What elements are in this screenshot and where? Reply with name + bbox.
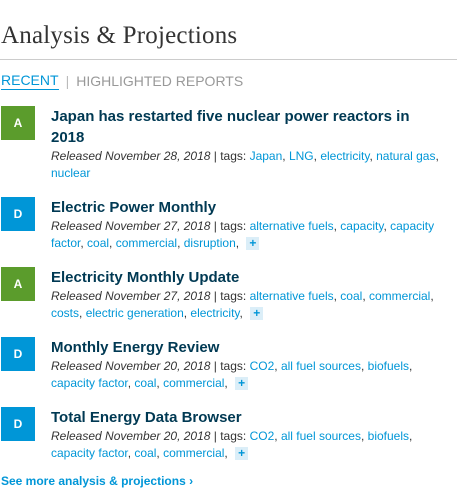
analysis-badge: A: [1, 267, 35, 301]
tag-link[interactable]: LNG: [288, 149, 314, 163]
tab-separator: |: [65, 73, 70, 89]
tag-link[interactable]: all fuel sources: [280, 429, 361, 443]
more-tags-button[interactable]: +: [246, 237, 260, 251]
report-meta: Released November 27, 2018 | tags: alter…: [51, 219, 435, 251]
report-title-link[interactable]: Total Energy Data Browser: [51, 409, 242, 426]
report-tabs: RECENT | HIGHLIGHTED REPORTS: [1, 72, 243, 90]
tag-link[interactable]: capacity factor: [51, 376, 128, 390]
more-tags-button[interactable]: +: [250, 307, 264, 321]
report-title-link[interactable]: Electricity Monthly Update: [51, 269, 240, 286]
release-date: Released November 27, 2018: [51, 289, 211, 303]
tag-link[interactable]: electricity: [320, 149, 370, 163]
more-tags-button[interactable]: +: [235, 447, 249, 461]
tag-link[interactable]: coal: [134, 446, 157, 460]
report-title-link[interactable]: Japan has restarted five nuclear power r…: [51, 108, 410, 146]
report-item-body: Total Energy Data Browser Released Novemb…: [51, 407, 446, 462]
report-item-body: Electricity Monthly Update Released Novem…: [51, 267, 446, 322]
tag-link[interactable]: commercial: [163, 446, 225, 460]
tags-label: | tags:: [210, 149, 250, 163]
tag-link[interactable]: biofuels: [367, 429, 410, 443]
release-date: Released November 28, 2018: [51, 149, 211, 163]
release-date: Released November 20, 2018: [51, 429, 211, 443]
report-meta: Released November 20, 2018 | tags: CO2, …: [51, 429, 413, 461]
data-badge: D: [1, 407, 35, 441]
tag-link[interactable]: capacity: [340, 219, 384, 233]
tag-link[interactable]: costs: [51, 306, 80, 320]
tag-link[interactable]: coal: [134, 376, 157, 390]
tag-link[interactable]: coal: [87, 236, 110, 250]
report-item-body: Electric Power Monthly Released November …: [51, 197, 446, 252]
tags-label: | tags:: [210, 429, 250, 443]
tag-link[interactable]: commercial: [368, 289, 431, 303]
more-tags-button[interactable]: +: [235, 377, 249, 391]
report-item-body: Monthly Energy Review Released November 2…: [51, 337, 446, 392]
tag-link[interactable]: coal: [340, 289, 363, 303]
tag-link[interactable]: capacity factor: [51, 446, 128, 460]
tags-label: | tags:: [210, 289, 250, 303]
data-badge: D: [1, 337, 35, 371]
report-title-link[interactable]: Electric Power Monthly: [51, 199, 217, 216]
tag-link[interactable]: capacity factor: [51, 219, 435, 250]
page-title: Analysis & Projections: [1, 22, 238, 49]
tags-label: | tags:: [210, 219, 250, 233]
tag-link[interactable]: disruption: [183, 236, 236, 250]
data-badge: D: [1, 197, 35, 231]
tag-link[interactable]: alternative fuels: [249, 289, 334, 303]
report-meta: Released November 28, 2018 | tags: Japan…: [51, 149, 439, 180]
tag-link[interactable]: electric generation: [85, 306, 184, 320]
see-more-link[interactable]: See more analysis & projections ›: [1, 474, 194, 488]
tag-link[interactable]: commercial: [115, 236, 178, 250]
tag-link[interactable]: all fuel sources: [280, 359, 361, 373]
report-title-link[interactable]: Monthly Energy Review: [51, 339, 220, 356]
tab-recent[interactable]: RECENT: [1, 72, 59, 90]
report-meta: Released November 20, 2018 | tags: CO2, …: [51, 359, 413, 391]
report-item-body: Japan has restarted five nuclear power r…: [51, 106, 446, 182]
release-date: Released November 27, 2018: [51, 219, 211, 233]
tag-link[interactable]: natural gas: [376, 149, 436, 163]
release-date: Released November 20, 2018: [51, 359, 211, 373]
tab-highlighted-reports[interactable]: HIGHLIGHTED REPORTS: [76, 73, 244, 89]
tag-link[interactable]: CO2: [249, 359, 275, 373]
tag-link[interactable]: biofuels: [367, 359, 410, 373]
tag-link[interactable]: alternative fuels: [249, 219, 334, 233]
header-divider: [0, 59, 457, 60]
tags-label: | tags:: [210, 359, 250, 373]
tag-link[interactable]: CO2: [249, 429, 275, 443]
tag-link[interactable]: nuclear: [51, 166, 91, 180]
tag-link[interactable]: Japan: [249, 149, 283, 163]
tag-link[interactable]: electricity: [190, 306, 240, 320]
analysis-badge: A: [1, 106, 35, 140]
tag-link[interactable]: commercial: [163, 376, 225, 390]
report-meta: Released November 27, 2018 | tags: alter…: [51, 289, 434, 321]
